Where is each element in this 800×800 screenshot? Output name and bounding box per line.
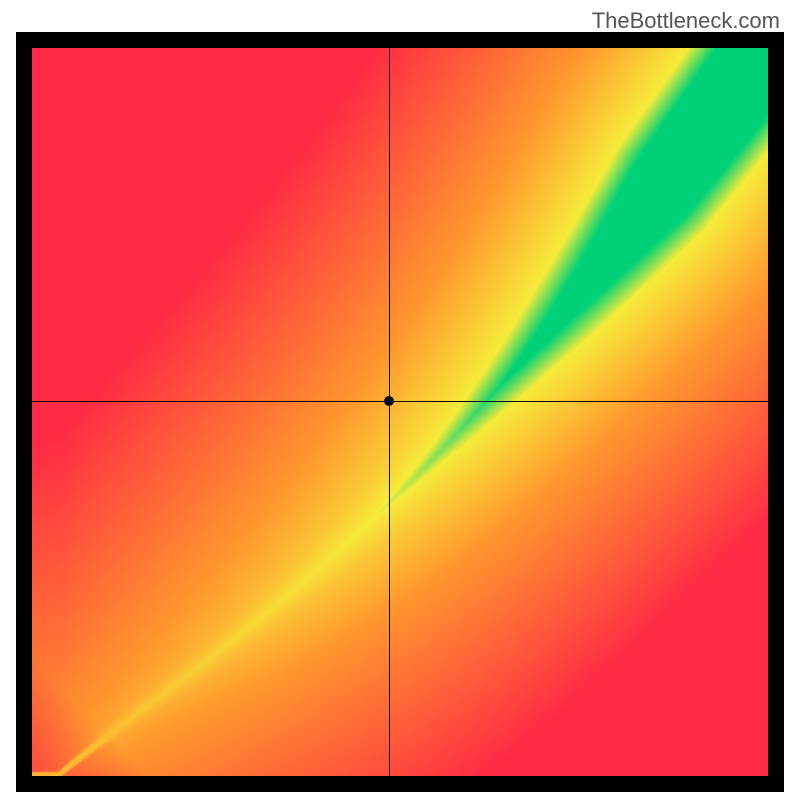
watermark-text: TheBottleneck.com: [592, 8, 780, 34]
heatmap-plot: [32, 48, 768, 776]
chart-frame: [16, 32, 784, 792]
heatmap-canvas: [32, 48, 768, 776]
crosshair-vertical: [389, 48, 390, 776]
crosshair-horizontal: [32, 401, 768, 402]
crosshair-marker: [384, 396, 394, 406]
